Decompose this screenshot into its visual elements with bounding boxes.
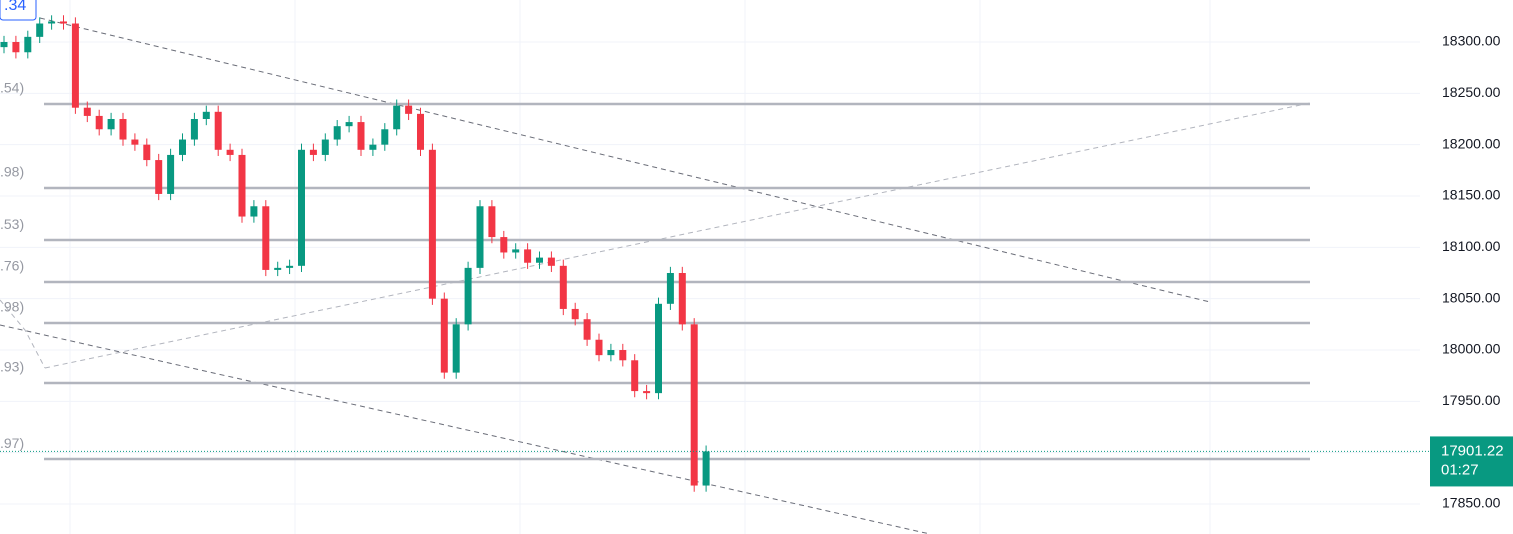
trend-line (44, 102, 1311, 369)
candle-body (547, 257, 555, 266)
candle-body (226, 149, 234, 155)
candle-body (24, 36, 32, 53)
candle-body (476, 206, 484, 268)
candle-body (666, 273, 674, 304)
top-label: .34 (4, 0, 26, 14)
candle-body (655, 303, 662, 394)
candle-body (143, 144, 151, 161)
y-tick-label: 18100.00 (1442, 238, 1501, 254)
horizontal-grid (0, 41, 1420, 505)
candle-body (690, 324, 698, 486)
candle-body (71, 23, 79, 108)
candle-body (60, 21, 67, 24)
level-label: .98) (0, 299, 24, 315)
y-tick-label: 18050.00 (1442, 289, 1501, 305)
price-tag-value: 17901.22 (1441, 442, 1504, 459)
candle-body (619, 350, 627, 361)
candle-body (36, 23, 44, 37)
level-label: .54) (0, 80, 24, 96)
candle-body (571, 308, 579, 320)
candle-body (512, 249, 520, 253)
candle-body (464, 267, 472, 325)
candle-body (678, 273, 686, 325)
candle-body (167, 154, 175, 194)
level-label: .93) (0, 359, 24, 375)
candle-body (274, 267, 282, 270)
candle-body (643, 391, 651, 394)
y-tick-label: 18300.00 (1442, 33, 1501, 49)
candle-body (298, 149, 305, 266)
candle-body (238, 154, 246, 217)
candle-body (119, 118, 127, 140)
candle-body (262, 206, 270, 270)
candle-body (559, 265, 567, 309)
candle-body (95, 115, 103, 130)
y-tick-label: 17950.00 (1442, 392, 1501, 408)
candle-body (428, 149, 436, 299)
candle-body (357, 122, 365, 150)
candle-body (417, 113, 424, 150)
candle-body (405, 105, 413, 114)
candle-body (131, 139, 139, 145)
y-tick-label: 17850.00 (1442, 495, 1501, 511)
candle-body (440, 298, 448, 373)
candle-body (321, 139, 329, 155)
trend-line (0, 299, 46, 369)
candle-body (702, 451, 710, 486)
candle-body (369, 144, 377, 150)
candle-body (202, 111, 210, 119)
candle-body (607, 350, 615, 356)
candle-body (500, 237, 508, 253)
candle-body (155, 160, 163, 194)
y-tick-label: 18200.00 (1442, 135, 1501, 151)
candle-body (0, 41, 8, 48)
candle-body (524, 249, 532, 263)
y-tick-label: 18000.00 (1442, 341, 1501, 357)
label-box (0, 0, 37, 21)
candle-body (333, 126, 341, 140)
trend-line (0, 324, 931, 534)
level-label: .97) (0, 435, 24, 451)
candle-body (309, 149, 317, 155)
candle-body (452, 324, 460, 373)
candle-body (631, 360, 639, 392)
level-label: .76) (0, 258, 24, 274)
candle-body (48, 21, 56, 24)
y-tick-label: 18250.00 (1442, 84, 1501, 100)
level-label: .53) (0, 216, 24, 232)
candle-body (381, 129, 389, 145)
level-label: .98) (0, 164, 24, 180)
candle-body (595, 339, 603, 356)
candle-body (250, 206, 258, 217)
candle-body (488, 206, 496, 238)
candle-body (345, 122, 353, 127)
candle-body (393, 105, 401, 130)
candle-body (107, 118, 115, 130)
y-tick-label: 18150.00 (1442, 187, 1501, 203)
price-tag (1430, 436, 1513, 487)
candle-body (583, 319, 591, 340)
candle-body (536, 257, 543, 263)
price-tag-countdown: 01:27 (1441, 461, 1479, 478)
candle-body (179, 139, 186, 155)
candle-body (83, 107, 91, 116)
vertical-grid (69, 0, 1211, 534)
trend-line (39, 17, 1211, 303)
trend-lines (0, 17, 1311, 534)
candle-body (190, 118, 198, 140)
candle-body (286, 265, 294, 268)
candle-body (12, 41, 20, 53)
candle-body (214, 111, 222, 150)
